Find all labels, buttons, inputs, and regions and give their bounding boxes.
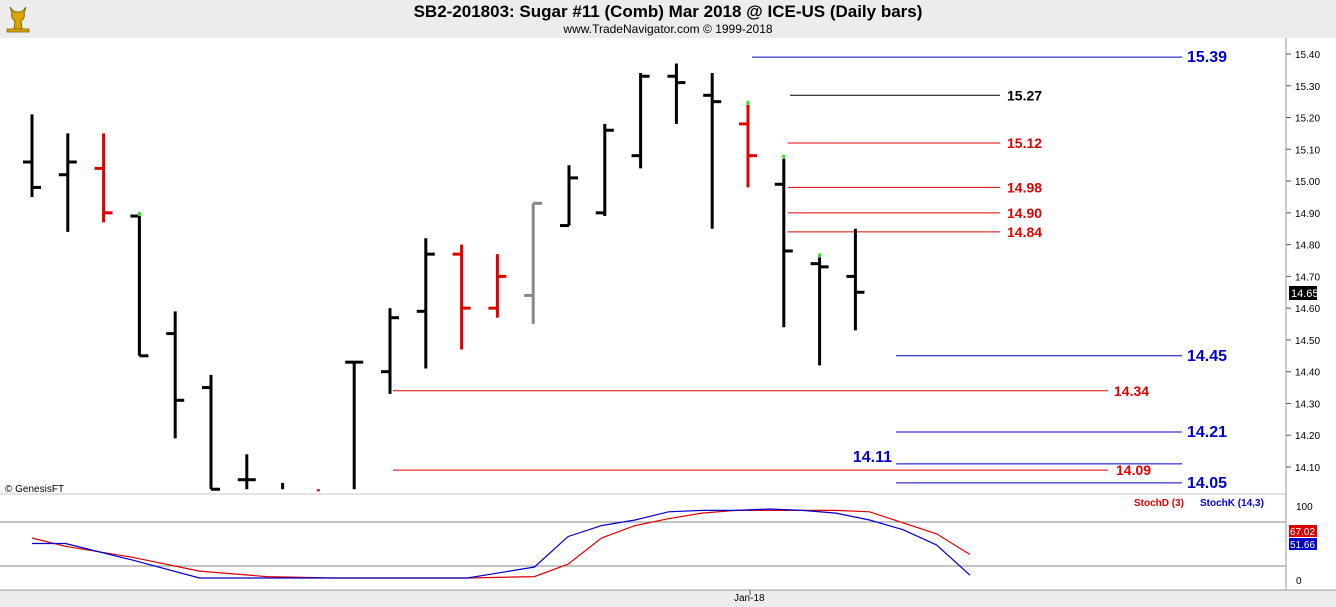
ohlc-bar [560,165,578,228]
stoch-tick-100: 100 [1296,502,1313,513]
signal-marker [818,253,822,258]
level-label-14-21: 14.21 [1187,424,1227,441]
time-axis-label: Jan-18 [734,593,765,604]
level-label-14-11: 14.11 [853,449,892,466]
price-tick-label: 14.80 [1295,241,1320,252]
ohlc-bar [739,100,757,188]
stoch-k-value-box [1289,538,1317,550]
ohlc-bar [846,228,865,331]
stoch-d-value: 67.02 [1290,527,1315,538]
gold-bull-logo-icon [6,6,30,33]
stoch-k-legend: StochK (14,3) [1200,498,1264,509]
level-label-14-34: 14.34 [1114,383,1149,399]
ohlc-bar [631,73,650,169]
price-tick-label: 15.20 [1295,114,1320,125]
stoch-tick-0: 0 [1296,576,1302,587]
ohlc-bar [202,374,220,491]
price-tick-label: 14.70 [1295,272,1320,283]
price-tick-label: 14.20 [1295,431,1320,442]
price-tick-label: 15.00 [1295,177,1320,188]
level-label-14-05: 14.05 [1187,475,1227,492]
chart-subtitle: www.TradeNavigator.com © 1999-2018 [563,22,773,36]
ohlc-bar [703,73,722,229]
price-tick-label: 14.30 [1295,399,1320,410]
ohlc-bar [667,63,686,124]
ohlc-bar [416,238,435,369]
stoch-k-value: 51.66 [1290,540,1315,551]
level-label-14-84: 14.84 [1007,224,1042,240]
ohlc-bar [524,201,543,325]
price-tick-label: 14.50 [1295,336,1320,347]
ohlc-bar [23,114,41,197]
level-label-14-09: 14.09 [1116,462,1151,478]
ohlc-bar [166,311,185,439]
price-tick-label: 15.10 [1295,145,1320,156]
price-tick-label: 15.30 [1295,82,1320,93]
stoch-k-line [32,508,971,579]
last-price-box [1289,286,1317,300]
stoch-d-legend: StochD (3) [1134,498,1184,509]
watermark: © GenesisFT [5,484,64,495]
level-label-15-39: 15.39 [1187,49,1227,66]
ohlc-bar [94,133,113,223]
stoch-d-line [31,509,971,579]
chart-header: SB2-201803: Sugar #11 (Comb) Mar 2018 @ … [0,0,1336,38]
price-tick-label: 14.60 [1295,304,1320,315]
price-tick-label: 14.10 [1295,463,1320,474]
level-label-14-90: 14.90 [1007,205,1042,221]
signal-marker [782,154,786,159]
level-label-14-98: 14.98 [1007,179,1042,195]
ohlc-bar [130,212,149,358]
axis-area [1286,38,1336,590]
signal-marker [137,212,141,217]
level-label-15-12: 15.12 [1007,135,1042,151]
price-tick-label: 15.40 [1295,50,1320,61]
ohlc-bar [345,360,364,490]
level-label-15-27: 15.27 [1007,87,1042,103]
ohlc-bar [595,123,614,217]
ohlc-bar [488,254,507,318]
ohlc-bar [452,244,471,350]
ohlc-bar [810,253,829,366]
ohlc-bar [381,308,399,394]
stoch-d-value-box [1289,525,1317,537]
chart-title: SB2-201803: Sugar #11 (Comb) Mar 2018 @ … [413,2,923,21]
stochastic-pane [0,494,1286,590]
price-pane [0,38,1286,494]
signal-marker [746,100,750,105]
ohlc-bar [774,154,793,328]
level-label-14-45: 14.45 [1187,348,1227,365]
price-tick-label: 14.40 [1295,368,1320,379]
ohlc-bar [58,133,77,232]
last-price-label: 14.65 [1291,288,1319,300]
price-tick-label: 14.90 [1295,209,1320,220]
ohlc-bar [237,454,256,490]
